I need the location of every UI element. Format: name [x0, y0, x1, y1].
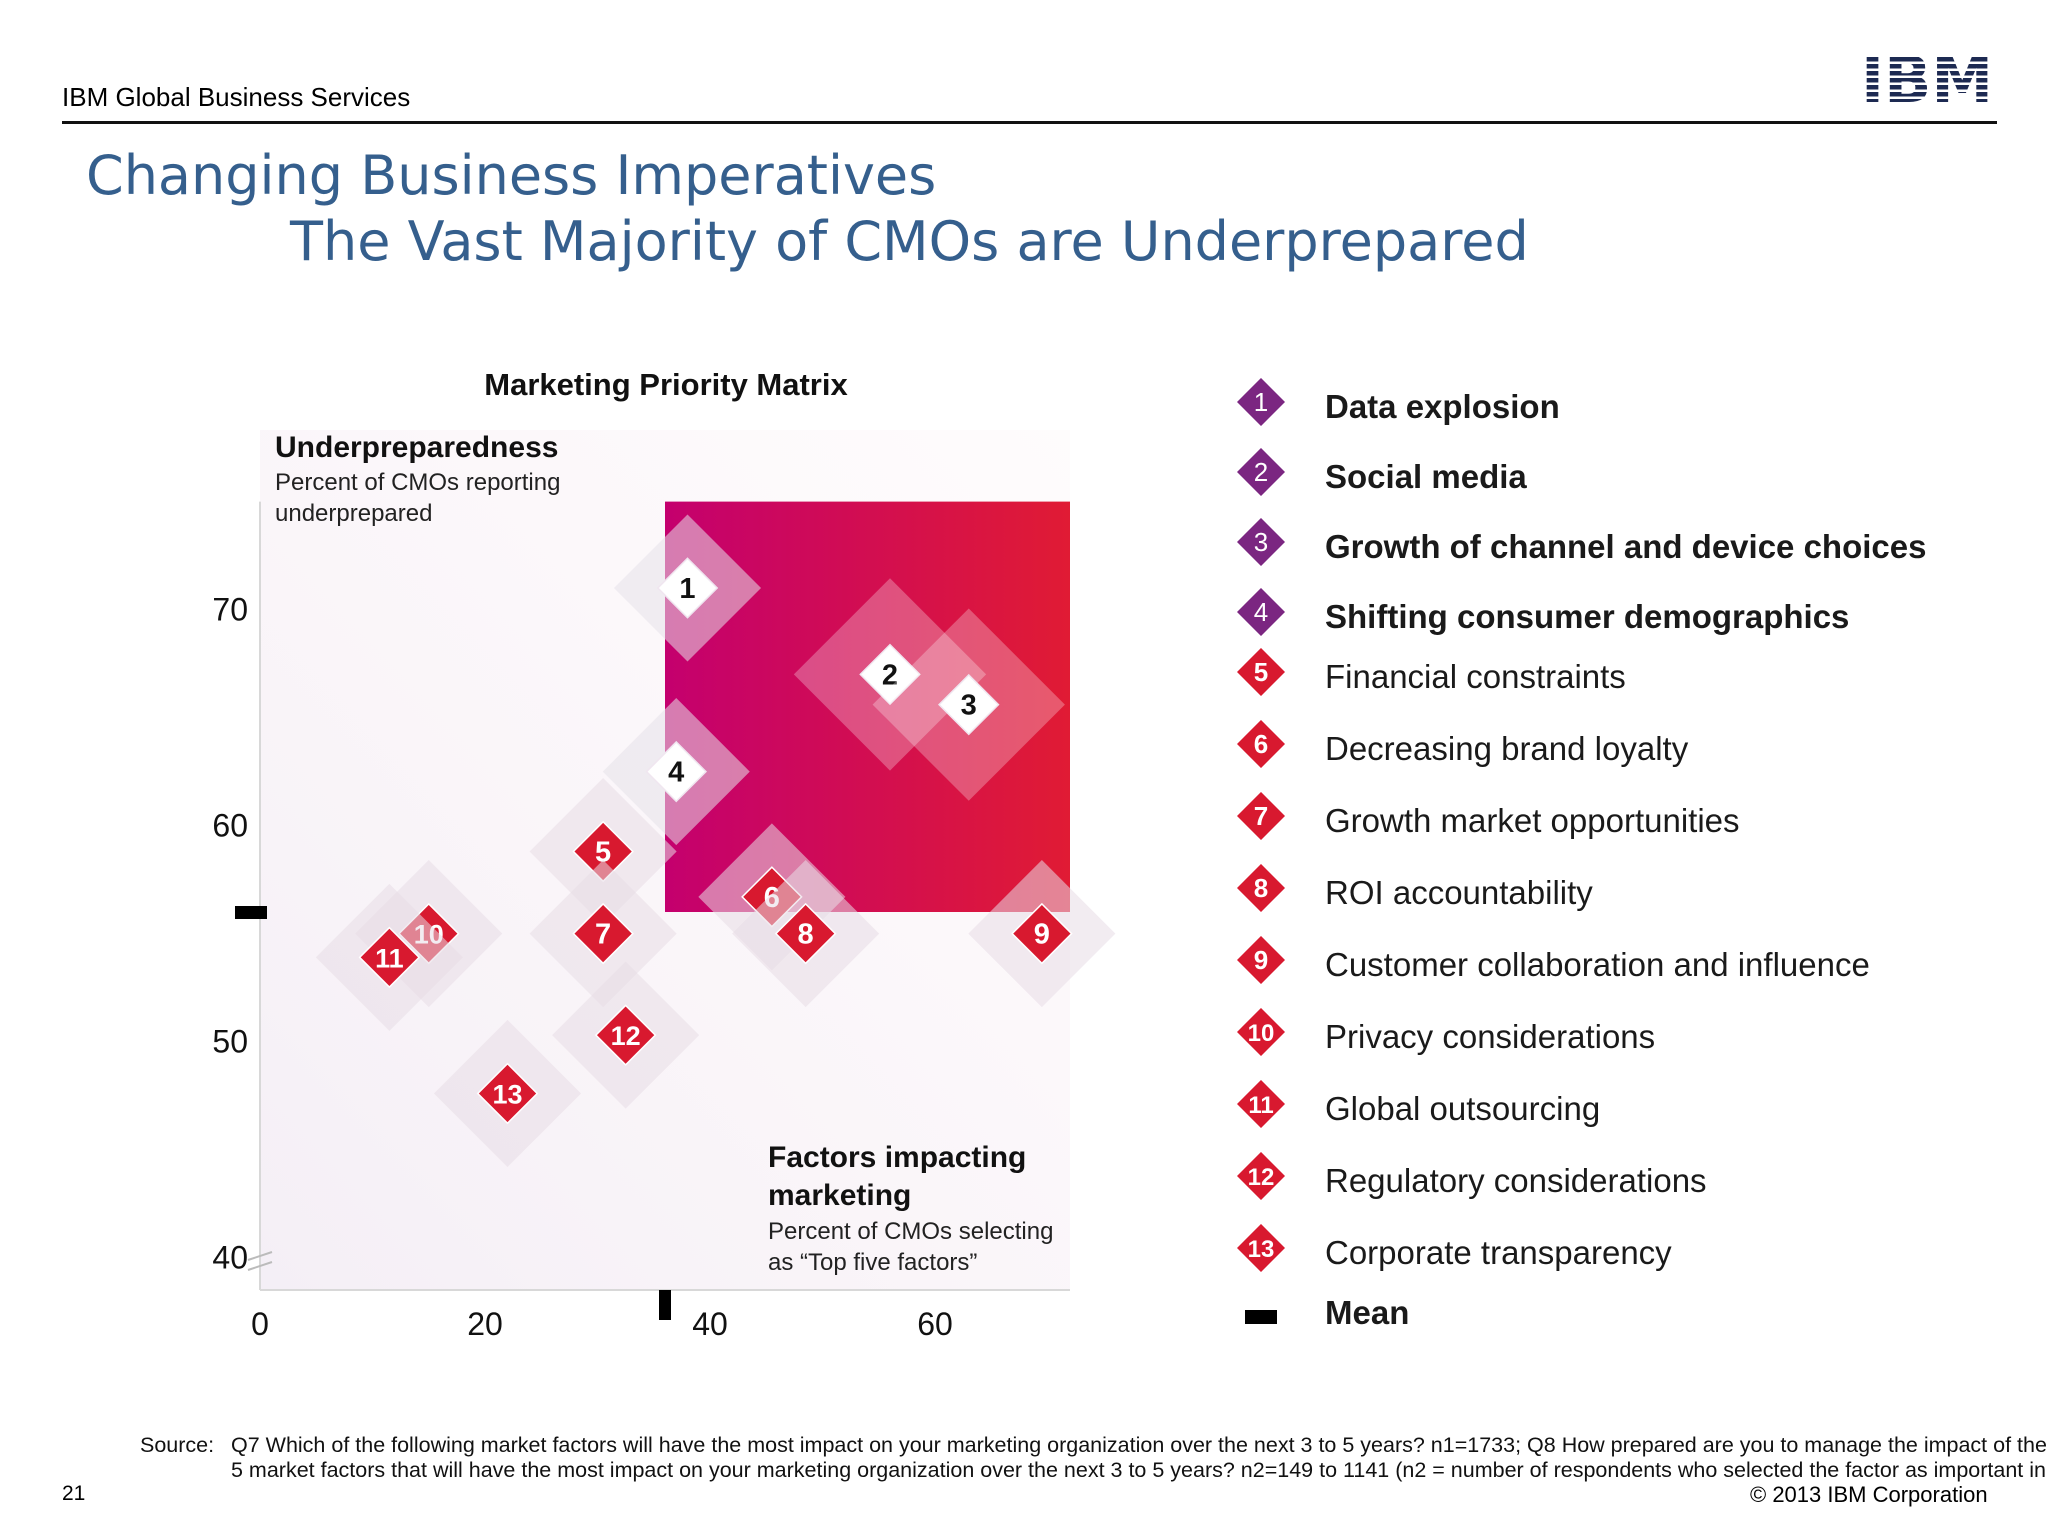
x-axis-sublabel: Percent of CMOs selecting as “Top five fa…: [768, 1218, 1053, 1276]
svg-text:11: 11: [1248, 1092, 1273, 1119]
data-point-7: 7: [529, 860, 677, 1008]
org-name: IBM Global Business Services: [62, 82, 411, 112]
legend-diamond: 6: [1237, 720, 1285, 768]
point-marker: [572, 902, 634, 965]
legend-label: Shifting consumer demographics: [1325, 598, 1850, 635]
legend-diamond: 7: [1237, 792, 1285, 840]
point-marker: [859, 643, 921, 706]
point-marker: [937, 673, 1000, 736]
ibm-logo: IBM: [1861, 50, 1993, 106]
y-tick-label: 40: [212, 1240, 248, 1276]
svg-text:6: 6: [1254, 729, 1268, 759]
mean-marker-y: [235, 906, 267, 919]
legend-diamond: 8: [1237, 864, 1285, 912]
svg-text:13: 13: [1248, 1236, 1275, 1263]
data-point-9: 9: [968, 860, 1116, 1008]
legend-diamond: 5: [1237, 648, 1285, 696]
legend-diamond: 3: [1237, 518, 1285, 566]
point-label: 8: [798, 919, 814, 951]
legend-label: Growth of channel and device choices: [1325, 528, 1927, 565]
point-marker: [774, 902, 837, 965]
x-tick-label: 60: [917, 1306, 953, 1340]
data-point-5: 5: [529, 777, 677, 926]
point-label: 7: [595, 919, 611, 951]
point-marker: [645, 740, 708, 803]
legend-diamond: 13: [1237, 1224, 1285, 1272]
point-label: 9: [1034, 919, 1050, 951]
legend-label: Global outsourcing: [1325, 1090, 1601, 1127]
y-tick-label: 50: [212, 1024, 248, 1060]
legend-label: Growth market opportunities: [1325, 802, 1740, 839]
legend-label: Decreasing brand loyalty: [1325, 730, 1689, 767]
svg-text:8: 8: [1254, 873, 1268, 903]
point-marker: [594, 1004, 657, 1066]
legend-label: Social media: [1325, 458, 1527, 495]
legend-diamond: 11: [1237, 1080, 1285, 1128]
copyright: © 2013 IBM Corporation: [1750, 1482, 1988, 1507]
legend-diamond: 10: [1237, 1008, 1285, 1056]
point-label: 12: [611, 1021, 641, 1051]
x-tick-label: 40: [692, 1306, 728, 1340]
source-label: Source:: [140, 1433, 215, 1457]
mean-marker-x: [659, 1290, 671, 1320]
legend-label: Data explosion: [1325, 388, 1560, 425]
legend-diamond: 4: [1237, 588, 1285, 636]
page-number: 21: [62, 1482, 86, 1505]
svg-text:2: 2: [1254, 457, 1268, 487]
svg-text:10: 10: [1248, 1020, 1275, 1047]
y-axis-sublabel: Percent of CMOs reporting underprepared: [275, 469, 560, 527]
page-title: Changing Business Imperatives: [86, 144, 937, 207]
legend-mean-marker: [1245, 1310, 1277, 1324]
y-tick-label: 60: [212, 808, 248, 844]
legend-diamond: 1: [1237, 378, 1285, 426]
legend-diamond: 12: [1237, 1152, 1285, 1200]
legend-label: ROI accountability: [1325, 874, 1593, 911]
y-tick-label: 70: [212, 592, 248, 628]
legend-diamond: 9: [1237, 936, 1285, 984]
point-label: 11: [375, 943, 404, 973]
legend-mean-label: Mean: [1325, 1294, 1410, 1331]
svg-text:5: 5: [1254, 657, 1268, 687]
legend-label: Customer collaboration and influence: [1325, 946, 1870, 983]
point-marker: [656, 557, 719, 619]
legend-label: Financial constraints: [1325, 658, 1626, 695]
y-axis-label: Underpreparedness: [275, 431, 558, 464]
svg-text:3: 3: [1254, 527, 1268, 557]
point-marker: [1011, 902, 1073, 965]
data-point-3: 3: [872, 608, 1065, 801]
ibm-logo-text: IBM: [1861, 50, 1993, 106]
point-marker: [572, 820, 634, 883]
legend-label: Privacy considerations: [1325, 1018, 1656, 1055]
legend-label: Corporate transparency: [1325, 1234, 1672, 1271]
svg-text:9: 9: [1254, 945, 1268, 975]
point-marker: [358, 926, 421, 989]
legend-label: Regulatory considerations: [1325, 1162, 1707, 1199]
priority-matrix-chart: 0 20 40 60 40 50 60 70 Marketing Priority Matrix…: [212, 367, 1116, 1340]
point-label: 4: [668, 757, 684, 789]
chart-title: Marketing Priority Matrix: [484, 367, 848, 402]
point-label: 5: [595, 837, 611, 869]
source-text: Q7 Which of the following market factors…: [231, 1433, 2048, 1482]
point-marker: [476, 1062, 539, 1125]
point-label: 1: [679, 573, 695, 605]
point-label: 3: [961, 690, 977, 722]
point-label: 13: [492, 1079, 522, 1109]
header-rule: [62, 121, 1997, 124]
x-axis-label: Factors impacting marketing: [768, 1141, 1026, 1212]
data-point-12: 12: [552, 961, 700, 1109]
svg-text:4: 4: [1254, 597, 1268, 627]
data-point-11: 11: [315, 883, 463, 1031]
data-point-1: 1: [613, 514, 762, 662]
data-point-8: 8: [732, 860, 880, 1008]
svg-text:1: 1: [1254, 387, 1268, 417]
x-tick-label: 20: [467, 1306, 503, 1340]
point-label: 2: [882, 659, 898, 691]
axis-break-mark: [247, 1251, 273, 1271]
data-point-4: 4: [602, 698, 750, 846]
x-tick-label: 0: [251, 1306, 269, 1340]
legend-diamond: 2: [1237, 448, 1285, 496]
page-subtitle: The Vast Majority of CMOs are Underprepa…: [290, 210, 1529, 273]
svg-text:7: 7: [1254, 801, 1268, 831]
svg-text:12: 12: [1248, 1164, 1275, 1191]
